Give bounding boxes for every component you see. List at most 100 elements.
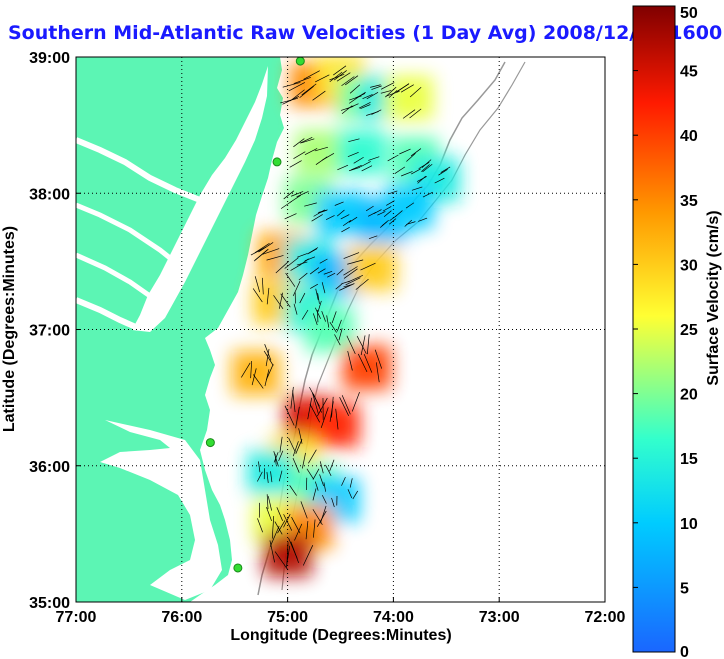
velocity-arrow xyxy=(304,202,317,207)
velocity-arrow xyxy=(366,334,370,355)
velocity-arrow xyxy=(321,152,335,161)
velocity-arrow xyxy=(400,171,413,177)
chart-title: Southern Mid-Atlantic Raw Velocities (1 … xyxy=(8,22,724,44)
velocity-arrow xyxy=(336,268,344,276)
velocity-arrow xyxy=(282,82,301,88)
x-tick-label: 72:00 xyxy=(585,609,626,626)
velocity-arrow xyxy=(411,186,423,191)
velocity-arrow xyxy=(345,277,361,286)
velocity-arrow xyxy=(319,258,328,264)
velocity-arrow xyxy=(308,449,317,464)
velocity-arrow xyxy=(317,310,319,323)
velocity-arrow xyxy=(302,545,314,566)
velocity-arrow xyxy=(355,278,369,290)
velocity-arrow xyxy=(299,258,309,266)
velocity-arrow xyxy=(358,102,371,109)
y-tick-label: 38:00 xyxy=(29,186,70,203)
velocity-arrow xyxy=(299,85,314,98)
colorbar-tick-label: 0 xyxy=(680,644,689,659)
velocity-arrow xyxy=(295,439,303,454)
velocity-arrow xyxy=(380,90,392,94)
velocity-arrow xyxy=(337,164,349,171)
velocity-arrow xyxy=(438,169,448,176)
velocity-arrow xyxy=(317,300,322,312)
velocity-arrow xyxy=(362,94,373,100)
y-axis-label: Latitude (Degrees:Minutes) xyxy=(1,226,18,432)
velocity-arrow xyxy=(321,310,326,322)
river-james xyxy=(76,297,140,331)
velocity-arrow xyxy=(284,257,299,269)
velocity-arrow xyxy=(320,505,327,524)
velocity-arrow xyxy=(360,161,371,168)
station-marker xyxy=(205,438,215,448)
velocity-arrow xyxy=(317,268,326,274)
velocity-arrow xyxy=(318,209,328,213)
velocity-arrow xyxy=(315,288,319,300)
velocity-arrow xyxy=(361,165,373,172)
velocity-arrow xyxy=(374,349,383,369)
velocity-arrow xyxy=(314,481,319,491)
colorbar xyxy=(632,5,676,653)
velocity-cell xyxy=(311,402,360,447)
velocity-arrow xyxy=(280,97,298,104)
velocity-arrow xyxy=(347,151,359,158)
velocity-arrow xyxy=(341,395,351,415)
map-plot-area xyxy=(76,57,605,602)
colorbar-tick-label: 10 xyxy=(680,516,698,533)
velocity-arrow xyxy=(265,349,270,367)
velocity-cell xyxy=(247,450,296,495)
velocity-arrow xyxy=(335,408,339,430)
velocity-arrow xyxy=(360,335,366,356)
velocity-cell xyxy=(305,307,354,352)
velocity-arrow xyxy=(299,292,306,304)
x-tick-label: 74:00 xyxy=(373,609,414,626)
velocity-arrow xyxy=(303,70,320,80)
velocity-arrow xyxy=(327,272,336,278)
velocity-arrow xyxy=(273,295,284,309)
velocity-arrow xyxy=(264,344,272,361)
y-tick-label: 39:00 xyxy=(29,50,70,67)
velocity-arrow xyxy=(323,270,333,275)
river-york xyxy=(76,252,152,299)
velocity-arrow xyxy=(290,264,301,271)
velocity-arrow xyxy=(348,216,358,223)
x-tick-label: 73:00 xyxy=(479,609,520,626)
velocity-arrow xyxy=(292,280,301,297)
velocity-arrow xyxy=(269,525,280,547)
velocity-arrow xyxy=(293,138,305,148)
y-tick-label: 37:00 xyxy=(29,323,70,340)
velocity-arrow xyxy=(368,156,380,161)
velocity-arrow xyxy=(267,496,272,511)
velocity-arrow xyxy=(304,148,318,155)
velocity-arrow xyxy=(317,397,328,417)
velocity-arrow xyxy=(305,521,309,540)
velocity-arrow xyxy=(336,209,345,217)
x-axis-ticks: 77:00 76:00 75:00 74:00 73:00 72:00 xyxy=(56,597,626,626)
velocity-arrow xyxy=(357,353,368,373)
velocity-arrow xyxy=(394,166,406,174)
velocity-arrow xyxy=(295,406,300,429)
velocity-arrow xyxy=(329,401,334,422)
velocity-arrow xyxy=(319,474,324,487)
velocity-arrow xyxy=(293,303,298,315)
velocity-arrow xyxy=(371,85,382,90)
velocity-arrow xyxy=(296,191,309,198)
velocity-arrow xyxy=(275,260,290,274)
colorbar-tick-label: 25 xyxy=(680,322,698,339)
colorbar-tick-label: 15 xyxy=(680,451,698,468)
velocity-arrow xyxy=(339,283,355,291)
velocity-arrow xyxy=(366,91,379,100)
velocity-arrow xyxy=(349,478,353,488)
velocity-arrow xyxy=(288,437,296,453)
velocity-arrow xyxy=(335,283,343,290)
velocity-arrow xyxy=(250,246,267,256)
velocity-arrow xyxy=(367,211,377,217)
velocity-arrow xyxy=(406,153,416,162)
velocity-arrow xyxy=(360,104,371,109)
velocity-arrow xyxy=(290,191,304,197)
velocity-arrow xyxy=(331,497,335,508)
y-axis-ticks: 39:00 38:00 37:00 36:00 35:00 xyxy=(29,50,81,612)
velocity-arrow xyxy=(314,307,321,319)
velocity-arrow xyxy=(274,551,289,571)
river-potomac xyxy=(76,137,202,203)
